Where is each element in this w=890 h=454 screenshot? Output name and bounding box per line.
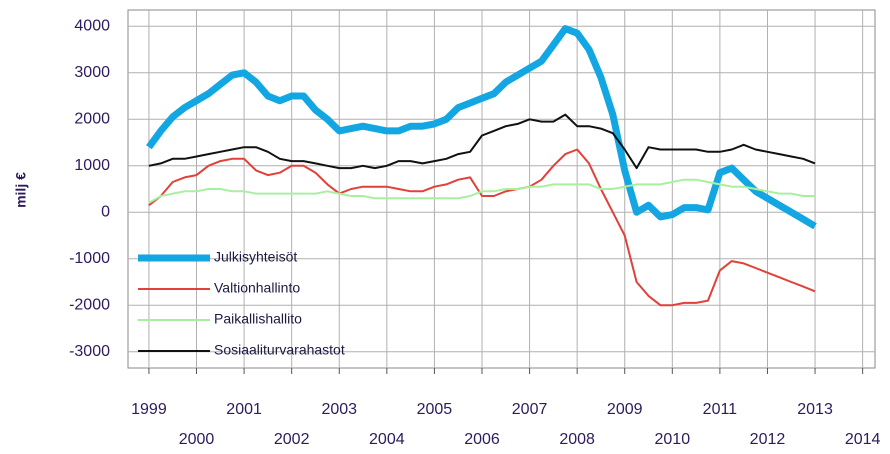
y-tick-label: 2000 bbox=[74, 110, 110, 127]
x-tick-label: 2001 bbox=[226, 401, 262, 418]
y-tick-label: -3000 bbox=[69, 343, 110, 360]
x-tick-label: 2003 bbox=[321, 401, 357, 418]
series-line bbox=[148, 113, 816, 170]
x-tick-label: 2008 bbox=[559, 431, 595, 448]
x-tick-label: 2005 bbox=[417, 401, 453, 418]
legend-label: Valtionhallinto bbox=[214, 280, 300, 296]
x-tick-label: 2006 bbox=[464, 431, 500, 448]
legend-label: Julkisyhteisöt bbox=[214, 249, 297, 265]
series-line bbox=[148, 148, 816, 307]
x-tick-label: 2011 bbox=[703, 401, 738, 418]
y-axis-label: milj € bbox=[13, 172, 29, 208]
x-tick-label: 2002 bbox=[274, 431, 310, 448]
y-tick-label: 1000 bbox=[74, 157, 110, 174]
y-tick-label: 0 bbox=[101, 203, 110, 220]
series-line bbox=[148, 178, 815, 204]
x-tick-label: 2009 bbox=[607, 401, 643, 418]
x-tick-label: 2012 bbox=[750, 431, 786, 448]
x-tick-label: 2004 bbox=[369, 431, 405, 448]
y-tick-label: -2000 bbox=[69, 296, 110, 313]
x-tick-label: 2007 bbox=[512, 401, 548, 418]
y-tick-label: 4000 bbox=[74, 17, 110, 34]
x-tick-label: 2010 bbox=[655, 431, 691, 448]
x-tick-label: 2014 bbox=[845, 431, 881, 448]
y-tick-label: -1000 bbox=[69, 250, 110, 267]
y-tick-label: 3000 bbox=[74, 64, 110, 81]
legend-label: Paikallishallito bbox=[214, 311, 302, 327]
x-tick-label: 2013 bbox=[797, 401, 833, 418]
x-tick-label: 1999 bbox=[131, 401, 167, 418]
legend-label: Sosiaaliturvarahastot bbox=[214, 342, 345, 358]
series-line bbox=[146, 25, 817, 230]
x-tick-label: 2000 bbox=[179, 431, 215, 448]
